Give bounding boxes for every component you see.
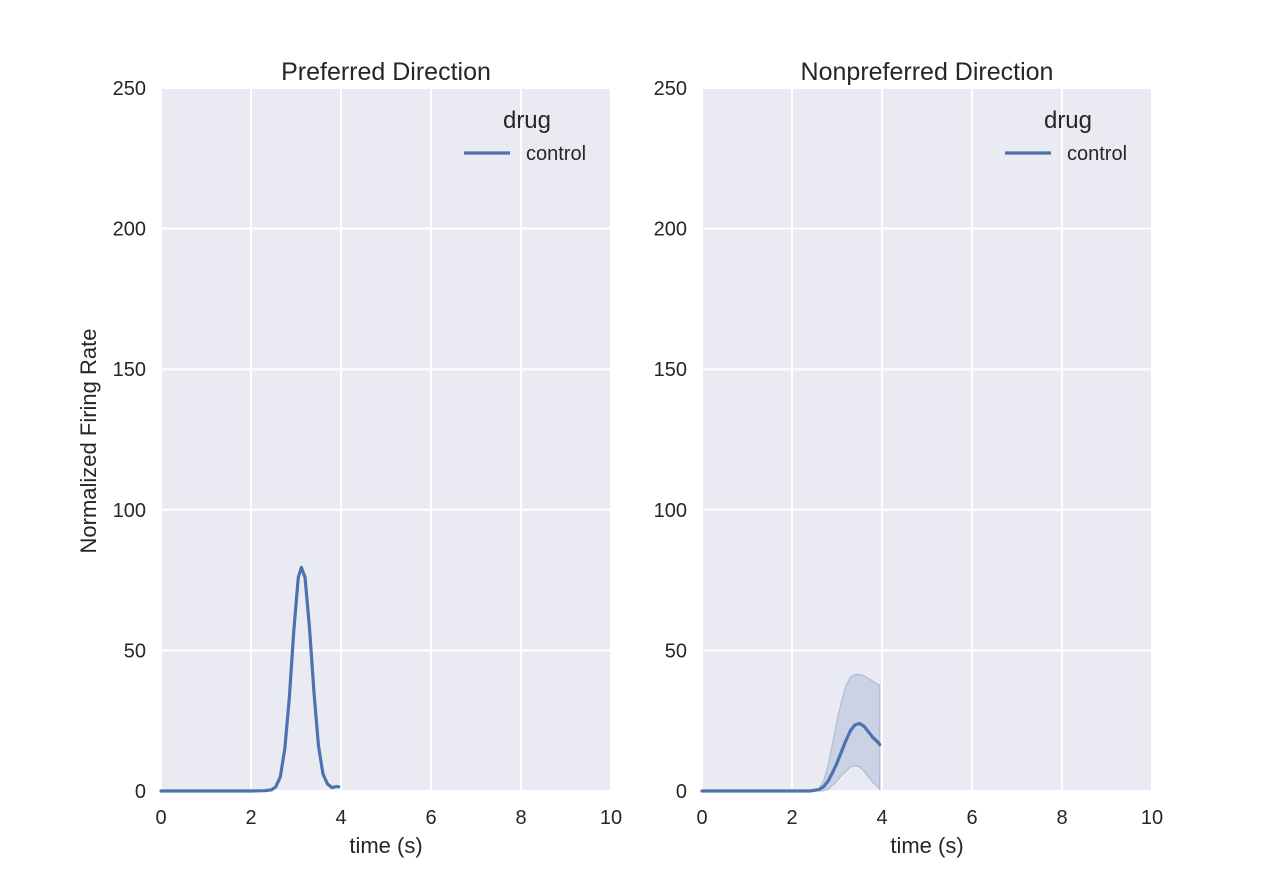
y-tick-label: 50 — [124, 640, 146, 662]
x-tick-label: 2 — [786, 807, 797, 829]
plot-area — [161, 88, 611, 791]
x-tick-label: 8 — [515, 807, 526, 829]
y-tick-label: 250 — [113, 78, 146, 100]
x-axis-label: time (s) — [890, 833, 963, 858]
legend-title: drug — [1044, 107, 1092, 134]
legend-entry: control — [526, 143, 586, 165]
series-line-control — [159, 565, 341, 793]
y-tick-label: 200 — [654, 219, 687, 241]
y-tick-label: 0 — [135, 781, 146, 803]
y-tick-label: 0 — [676, 781, 687, 803]
x-tick-label: 4 — [876, 807, 887, 829]
y-tick-label: 250 — [654, 78, 687, 100]
x-tick-label: 10 — [1141, 807, 1163, 829]
y-tick-label: 50 — [665, 640, 687, 662]
legend: drug control — [464, 107, 586, 165]
x-tick-label: 6 — [966, 807, 977, 829]
legend-entry: control — [1067, 143, 1127, 165]
confidence-band — [702, 673, 881, 792]
x-tick-label: 2 — [245, 807, 256, 829]
plot-area — [702, 88, 1152, 791]
y-tick-label: 100 — [113, 500, 146, 522]
x-axis-label: time (s) — [349, 833, 422, 858]
legend-title: drug — [503, 107, 551, 134]
chart-title: Nonpreferred Direction — [801, 58, 1054, 86]
series-line-control — [700, 721, 882, 793]
chart-title: Preferred Direction — [281, 58, 491, 86]
x-tick-label: 0 — [696, 807, 707, 829]
y-tick-label: 100 — [654, 500, 687, 522]
y-tick-label: 150 — [113, 359, 146, 381]
y-axis-label: Normalized Firing Rate — [76, 329, 101, 554]
y-tick-label: 200 — [113, 219, 146, 241]
x-tick-label: 6 — [425, 807, 436, 829]
legend: drug control — [1005, 107, 1127, 165]
x-tick-label: 10 — [600, 807, 622, 829]
x-tick-label: 8 — [1056, 807, 1067, 829]
x-tick-label: 4 — [335, 807, 346, 829]
x-tick-label: 0 — [155, 807, 166, 829]
y-tick-label: 150 — [654, 359, 687, 381]
